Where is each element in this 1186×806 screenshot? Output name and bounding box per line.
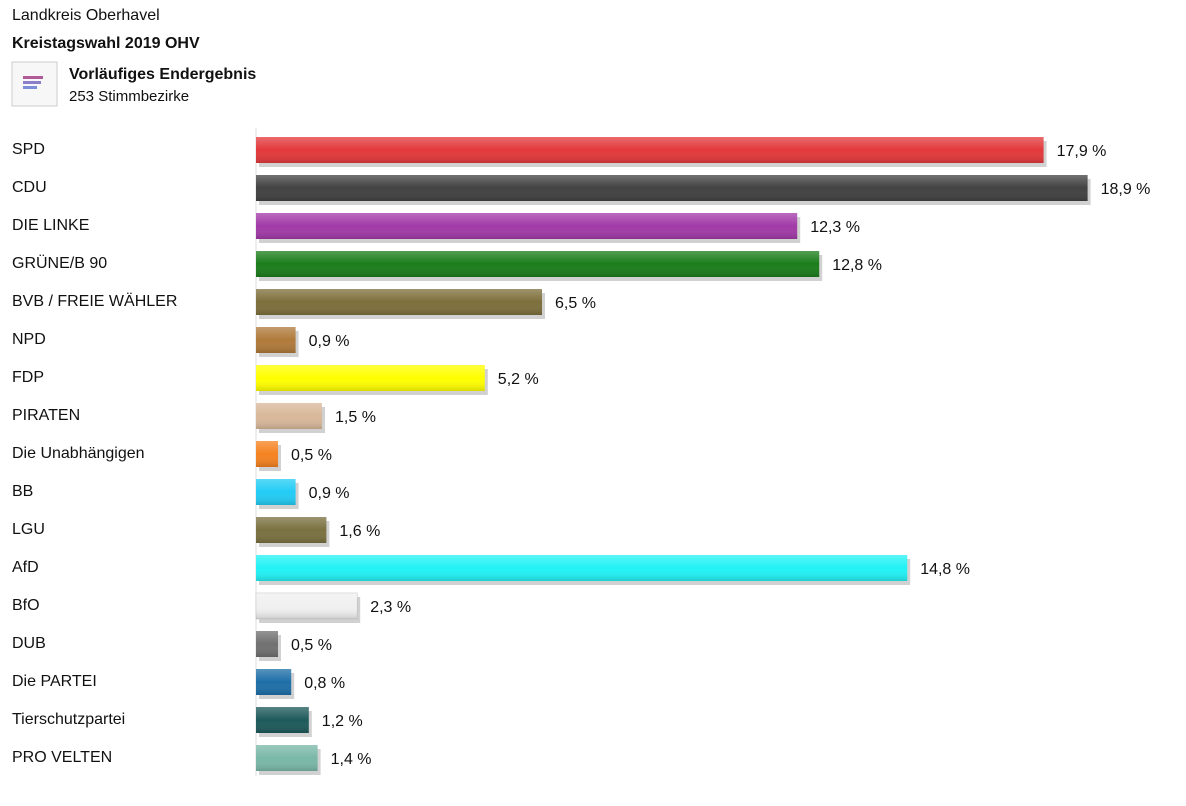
category-label: SPD [12, 141, 45, 158]
category-label: NPD [12, 331, 46, 348]
category-label: FDP [12, 369, 44, 386]
bar-shine [256, 251, 820, 277]
value-label: 18,9 % [1101, 181, 1151, 198]
value-label: 1,6 % [339, 523, 380, 540]
category-label: PRO VELTEN [12, 749, 112, 766]
bar-shine [256, 707, 309, 733]
region: Landkreis Oberhavel [12, 7, 160, 24]
value-label: 0,8 % [304, 675, 345, 692]
category-label: DIE LINKE [12, 217, 89, 234]
bar-shine [256, 213, 798, 239]
status: Vorläufiges Endergebnis [69, 66, 256, 83]
bar-shine [256, 403, 322, 429]
bar-shine [256, 327, 296, 353]
value-label: 12,3 % [810, 219, 860, 236]
value-label: 0,9 % [309, 485, 350, 502]
value-label: 17,9 % [1057, 143, 1107, 160]
category-label: Tierschutzpartei [12, 711, 125, 728]
category-label: Die PARTEI [12, 673, 97, 690]
bar-shine [256, 669, 292, 695]
value-label: 1,5 % [335, 409, 376, 426]
value-label: 2,3 % [370, 599, 411, 616]
category-label: DUB [12, 635, 46, 652]
category-label: GRÜNE/B 90 [12, 254, 107, 272]
value-label: 1,2 % [322, 713, 363, 730]
category-label: PIRATEN [12, 407, 80, 424]
value-label: 5,2 % [498, 371, 539, 388]
value-label: 0,5 % [291, 637, 332, 654]
bar-shine [256, 175, 1088, 201]
bar-shine [256, 365, 485, 391]
category-label: BfO [12, 597, 40, 614]
category-label: AfD [12, 559, 39, 576]
bar-shine [256, 631, 278, 657]
value-label: 12,8 % [832, 257, 882, 274]
bar-shine [256, 441, 278, 467]
icon-bar [23, 81, 41, 84]
value-label: 14,8 % [920, 561, 970, 578]
icon-bar [23, 76, 43, 79]
election-title: Kreistagswahl 2019 OHV [12, 35, 200, 52]
districts: 253 Stimmbezirke [69, 88, 189, 105]
category-label: BVB / FREIE WÄHLER [12, 292, 177, 310]
bar-shine [256, 479, 296, 505]
bar-shine [256, 137, 1044, 163]
bar-shine [256, 593, 358, 619]
bar-shine [256, 517, 327, 543]
category-label: LGU [12, 521, 45, 538]
value-label: 1,4 % [331, 751, 372, 768]
category-label: BB [12, 483, 33, 500]
category-label: CDU [12, 179, 47, 196]
value-label: 0,9 % [309, 333, 350, 350]
bar-shine [256, 555, 908, 581]
category-label: Die Unabhängigen [12, 445, 145, 462]
value-label: 0,5 % [291, 447, 332, 464]
bar-shine [256, 745, 318, 771]
icon-bar [23, 86, 37, 89]
value-label: 6,5 % [555, 295, 596, 312]
bar-shine [256, 289, 542, 315]
